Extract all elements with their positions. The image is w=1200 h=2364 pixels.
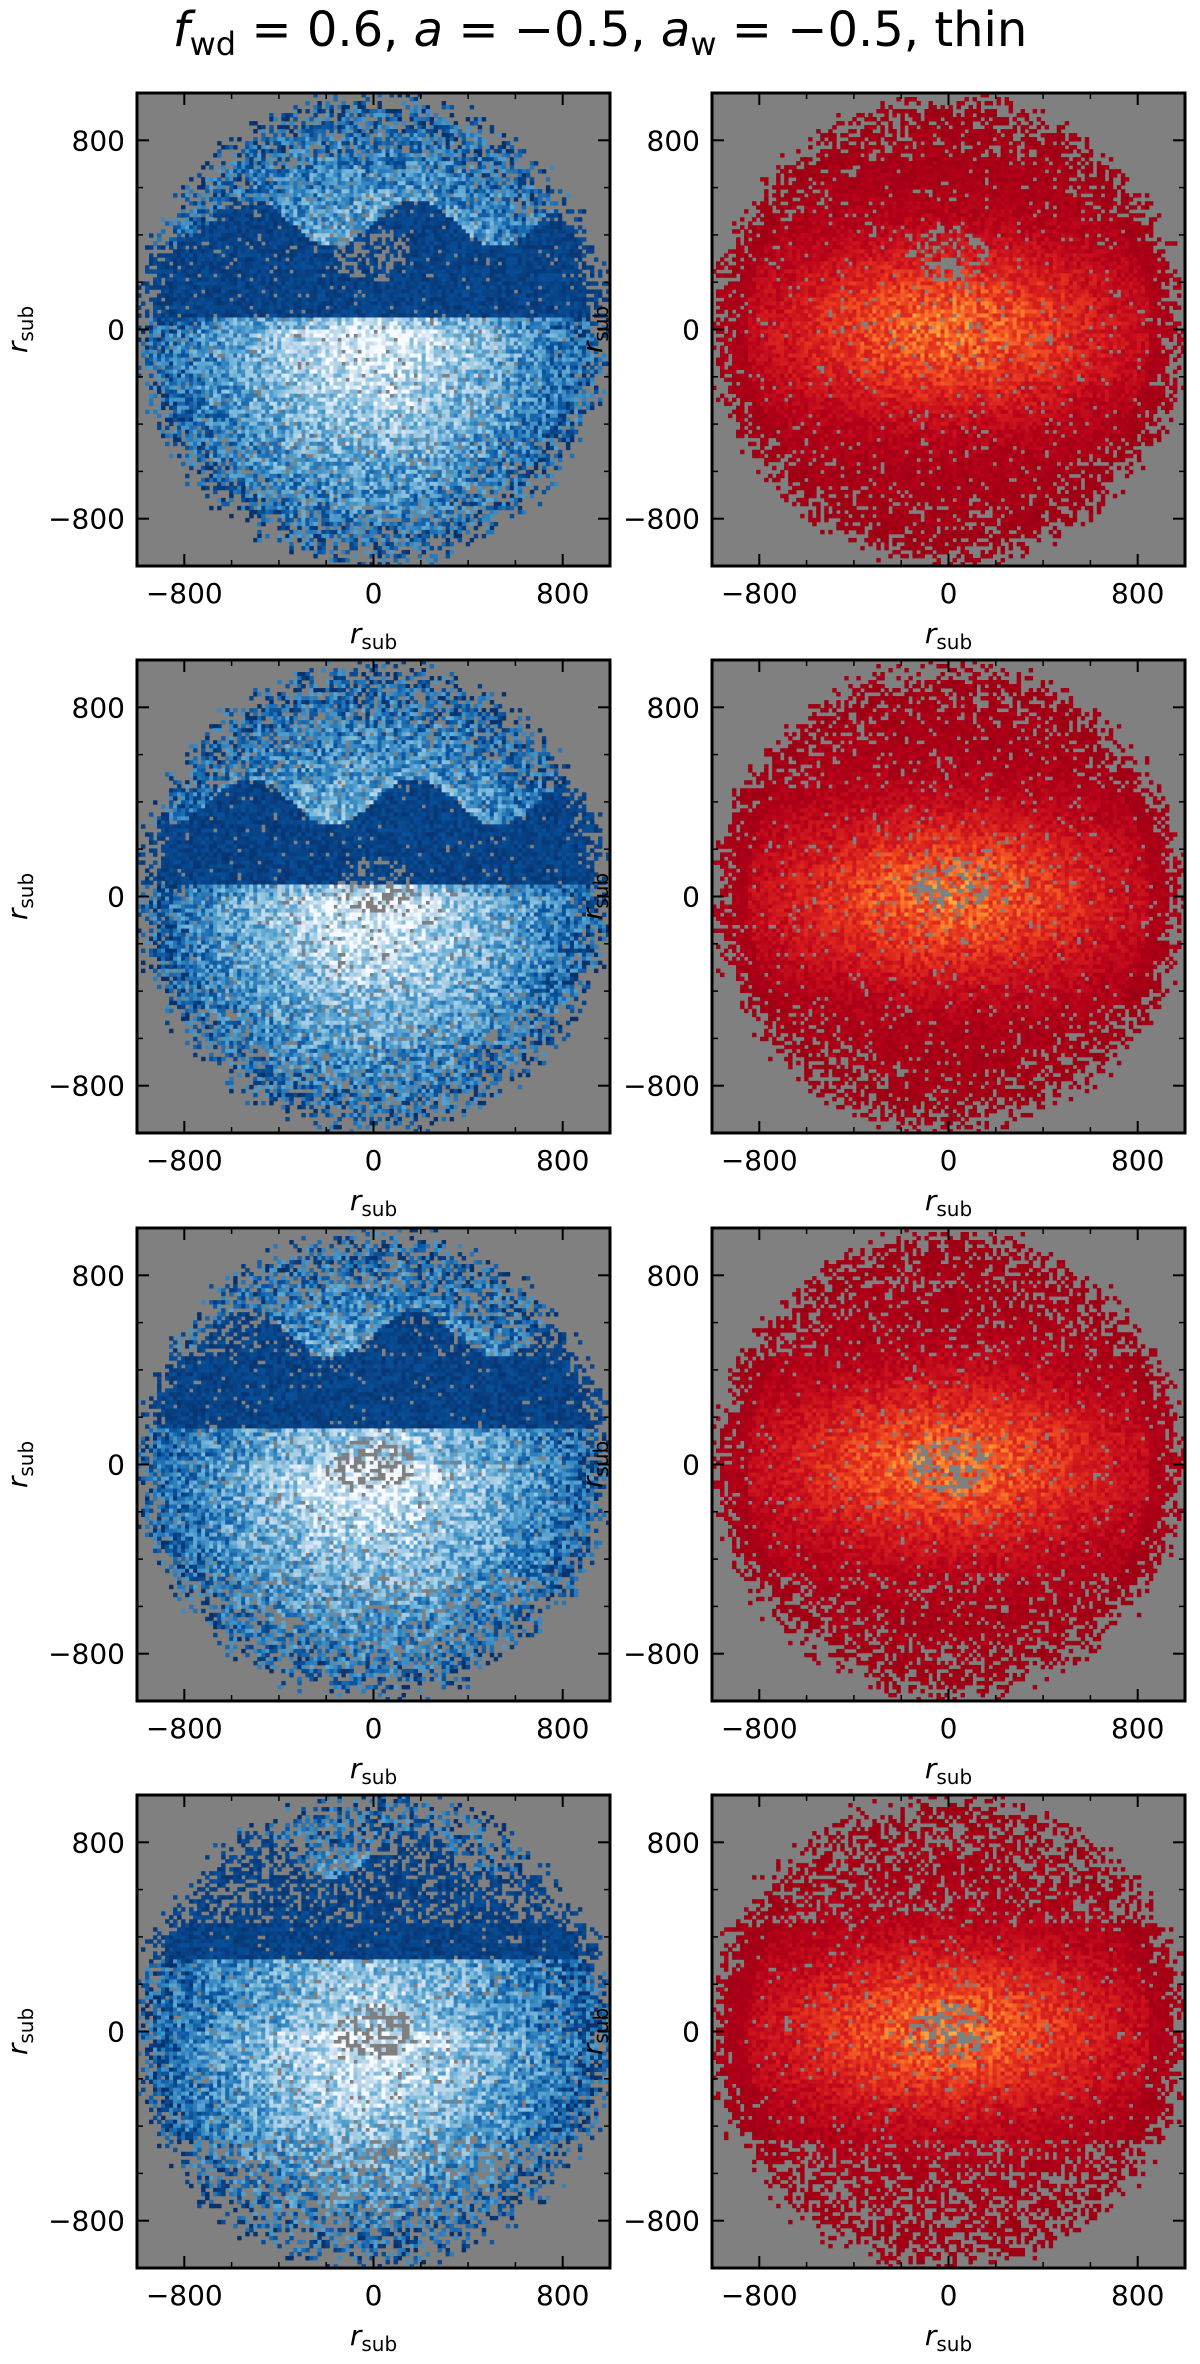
y-tick-label: 800: [72, 691, 125, 724]
x-tick-label: 0: [940, 1712, 958, 1745]
x-axis-label: rsub: [925, 2319, 972, 2356]
y-tick-label: −800: [623, 1638, 700, 1671]
x-tick-label: 0: [940, 1144, 958, 1177]
x-axis-label: rsub: [925, 1752, 972, 1789]
x-axis-label: rsub: [350, 2319, 397, 2356]
x-tick-label: −800: [146, 2279, 223, 2312]
y-axis-label: rsub: [1, 873, 38, 920]
x-tick-label: 0: [940, 577, 958, 610]
x-tick-label: 0: [365, 1712, 383, 1745]
x-tick-label: −800: [146, 1712, 223, 1745]
y-tick-label: 0: [107, 314, 125, 347]
y-tick-label: −800: [623, 1070, 700, 1103]
x-tick-label: 0: [940, 2279, 958, 2312]
y-tick-label: −800: [623, 503, 700, 536]
panel-3-left: −800 0 800 −800 0 800 rsub rsub: [1, 1228, 610, 1789]
y-tick-label: 0: [682, 881, 700, 914]
x-tick-label: −800: [721, 2279, 798, 2312]
x-tick-label: 0: [365, 1144, 383, 1177]
x-tick-label: −800: [146, 1144, 223, 1177]
x-tick-label: 800: [536, 1144, 589, 1177]
y-tick-label: −800: [48, 1638, 125, 1671]
y-tick-label: 800: [72, 1259, 125, 1292]
panel-4-left: −800 0 800 −800 0 800 rsub rsub: [1, 1795, 610, 2356]
y-tick-label: 0: [682, 2016, 700, 2049]
x-axis-label: rsub: [350, 1184, 397, 1221]
y-tick-label: 800: [72, 1826, 125, 1859]
y-tick-label: 0: [107, 881, 125, 914]
x-tick-label: 800: [536, 2279, 589, 2312]
x-tick-label: 800: [1111, 1144, 1164, 1177]
x-tick-label: 800: [1111, 2279, 1164, 2312]
x-tick-label: 0: [365, 2279, 383, 2312]
x-tick-label: 800: [536, 1712, 589, 1745]
y-tick-label: −800: [48, 1070, 125, 1103]
y-tick-label: 0: [107, 1449, 125, 1482]
y-tick-label: −800: [48, 2205, 125, 2238]
y-tick-label: 0: [682, 314, 700, 347]
y-axis-label: rsub: [1, 1441, 38, 1488]
x-tick-label: −800: [721, 577, 798, 610]
y-axis-label: rsub: [1, 306, 38, 353]
x-tick-label: 0: [365, 577, 383, 610]
y-tick-label: −800: [48, 503, 125, 536]
y-axis-label: rsub: [1, 2008, 38, 2055]
y-tick-label: 800: [647, 691, 700, 724]
x-tick-label: −800: [146, 577, 223, 610]
y-tick-label: 800: [647, 124, 700, 157]
x-axis-label: rsub: [925, 617, 972, 654]
y-tick-label: 0: [682, 1449, 700, 1482]
x-tick-label: 800: [536, 577, 589, 610]
y-tick-label: 800: [647, 1259, 700, 1292]
panel-2-left: −800 0 800 −800 0 800 rsub rsub: [1, 660, 610, 1221]
y-tick-label: 0: [107, 2016, 125, 2049]
y-tick-label: −800: [623, 2205, 700, 2238]
x-tick-label: −800: [721, 1144, 798, 1177]
x-axis-label: rsub: [350, 617, 397, 654]
x-tick-label: 800: [1111, 1712, 1164, 1745]
x-axis-label: rsub: [925, 1184, 972, 1221]
x-axis-label: rsub: [350, 1752, 397, 1789]
x-tick-label: 800: [1111, 577, 1164, 610]
panel-1-left: −800 0 800 −800 0 800 rsub rsub: [1, 93, 610, 654]
y-tick-label: 800: [647, 1826, 700, 1859]
y-tick-label: 800: [72, 124, 125, 157]
x-tick-label: −800: [721, 1712, 798, 1745]
